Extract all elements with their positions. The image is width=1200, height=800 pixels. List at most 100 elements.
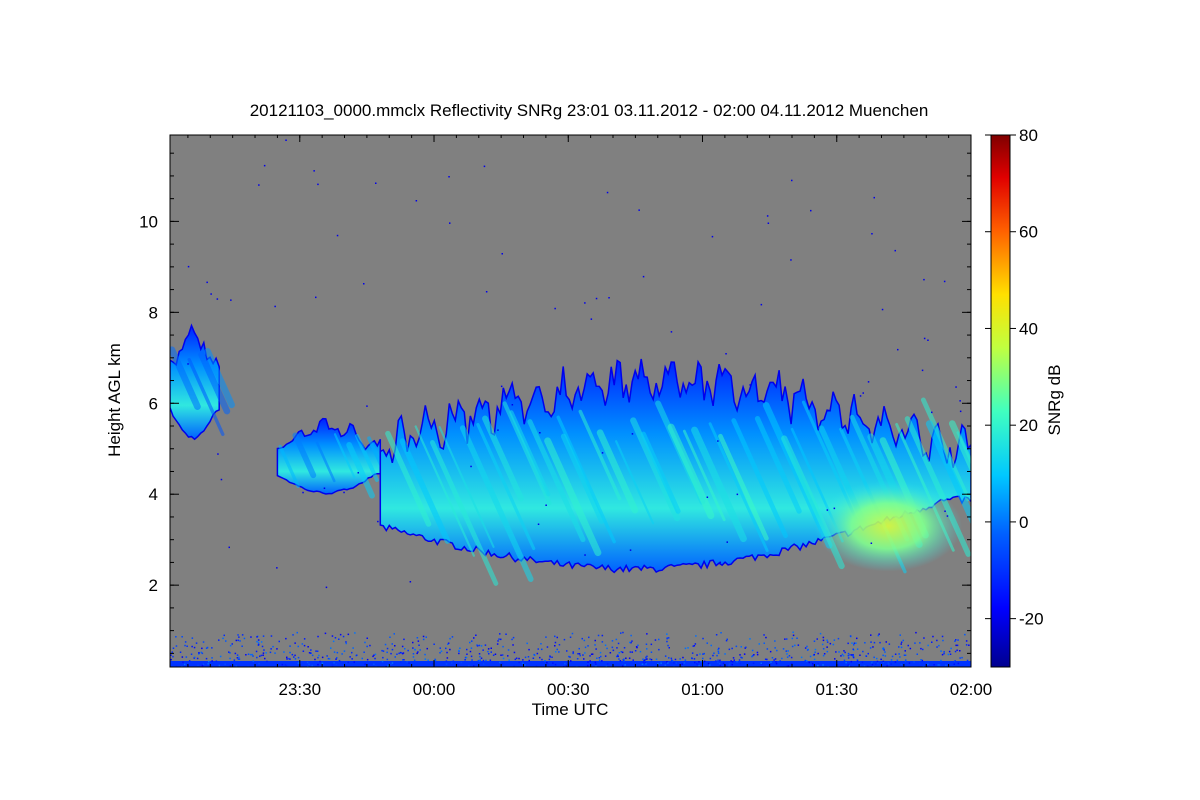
clutter-pixel [555,651,557,653]
clutter-pixel [211,647,213,649]
clutter-pixel [433,643,435,645]
clutter-pixel [549,656,551,658]
clutter-pixel [871,661,873,663]
clutter-pixel [826,650,829,653]
clutter-pixel [859,665,861,667]
clutter-pixel [416,637,419,639]
fallstreak [315,441,336,483]
clutter-pixel [804,659,806,662]
clutter-pixel [533,653,535,656]
clutter-pixel [890,659,893,661]
clutter-pixel [873,641,876,644]
clutter-pixel [175,636,177,638]
clutter-pixel [664,664,667,666]
clutter-pixel [284,664,287,666]
clutter-pixel [470,655,473,658]
noise-pixel [862,392,864,394]
clutter-pixel [482,649,484,651]
noise-pixel [258,184,260,186]
clutter-pixel [327,657,330,660]
clutter-pixel [540,643,542,645]
noise-pixel [894,249,896,252]
clutter-pixel [814,648,817,651]
clutter-pixel [478,653,481,655]
clutter-pixel [289,645,291,647]
clutter-pixel [716,654,718,657]
clutter-pixel [786,638,788,640]
clutter-pixel [682,656,684,659]
fallstreak [346,442,375,499]
plot-area [170,135,971,667]
clutter-pixel [646,633,648,635]
noise-pixel [923,278,925,281]
clutter-pixel [391,643,393,645]
clutter-pixel [843,650,845,652]
noise-pixel [363,283,365,285]
clutter-pixel [643,660,645,662]
clutter-pixel [196,657,199,660]
clutter-pixel [718,647,720,650]
clutter-pixel [684,659,687,661]
clutter-pixel [775,661,777,663]
clutter-pixel [501,663,504,665]
noise-pixel [871,233,873,235]
clutter-pixel [458,652,460,655]
clutter-pixel [621,651,624,654]
clutter-pixel [880,658,882,661]
clutter-pixel [646,664,648,666]
clutter-pixel [566,650,568,652]
clutter-pixel [722,662,725,665]
clutter-pixel [691,652,694,654]
clutter-pixel [308,663,310,666]
clutter-pixel [308,652,311,654]
clutter-pixel [181,636,183,638]
clutter-pixel [247,653,250,655]
clutter-pixel [637,644,639,647]
noise-pixel [601,452,604,454]
clutter-pixel [650,658,653,661]
clutter-pixel [933,664,935,666]
clutter-pixel [822,654,825,657]
clutter-pixel [406,661,408,663]
clutter-pixel [823,653,826,655]
noise-pixel [377,520,379,523]
fallstreak [718,433,769,541]
clutter-pixel [499,633,501,635]
clutter-pixel [942,639,944,642]
clutter-pixel [331,663,334,666]
clutter-pixel [191,645,193,648]
colorbar-tick-label: -20 [1019,610,1044,629]
clutter-pixel [445,663,448,665]
clutter-pixel [552,662,554,664]
clutter-pixel [583,658,585,660]
clutter-pixel [238,656,240,658]
clutter-pixel [442,661,445,663]
clutter-pixel [717,652,720,654]
clutter-pixel [829,642,832,645]
noise-pixel [791,179,793,182]
clutter-pixel [606,647,608,650]
clutter-pixel [791,637,794,640]
clutter-pixel [292,634,294,636]
clutter-pixel [668,647,670,649]
clutter-pixel [229,665,232,667]
clutter-pixel [913,661,915,663]
clutter-pixel [876,657,878,660]
fallstreak [682,429,726,522]
clutter-pixel [302,650,305,652]
clutter-pixel [372,655,374,658]
clutter-pixel [796,637,798,639]
clutter-pixel [959,650,961,652]
clutter-pixel [683,662,686,664]
fallstreak [204,348,235,409]
clutter-pixel [578,647,580,650]
clutter-pixel [794,644,796,647]
noise-pixel [943,280,946,283]
clutter-pixel [184,663,186,666]
clutter-pixel [440,650,443,652]
clutter-pixel [289,658,291,660]
clutter-pixel [171,651,173,653]
clutter-pixel [937,664,939,666]
noise-pixel [631,433,634,435]
clutter-pixel [479,655,481,658]
